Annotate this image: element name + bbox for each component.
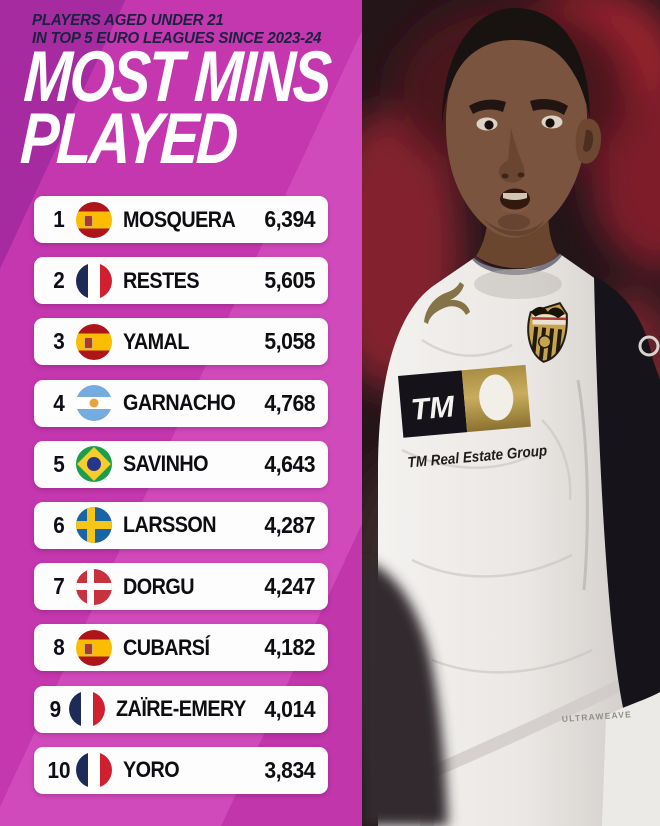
france-flag-icon [68, 691, 105, 727]
brazil-flag-icon [76, 446, 112, 483]
minutes-value: 4,287 [264, 511, 315, 538]
player-name: SAVINHO [123, 451, 209, 477]
ranking-row-7: 7 DORGU 4,247 [34, 563, 328, 611]
ranking-row-2: 2 RESTES 5,605 [34, 257, 328, 305]
sponsor-logo: TM TM Real Estate Group [398, 364, 548, 471]
player-name: YORO [123, 757, 180, 783]
ranking-row-10: 10 YORO 3,834 [34, 746, 328, 794]
subtitle-line1: PLAYERS AGED UNDER 21 [32, 12, 224, 29]
jersey: TM TM Real Estate Group ULTRAWEAVE [362, 252, 660, 826]
club-crest-icon [527, 301, 568, 363]
rank-number: 4 [53, 389, 65, 416]
player-name: MOSQUERA [123, 206, 236, 232]
rank-number: 7 [53, 573, 65, 600]
minutes-value: 4,247 [264, 573, 315, 600]
player-name: ZAÏRE-EMERY [115, 696, 246, 721]
rank-number: 10 [47, 756, 71, 783]
rank-number: 3 [53, 328, 65, 355]
rank-number: 8 [53, 634, 65, 661]
subtitle: PLAYERS AGED UNDER 21 IN TOP 5 EURO LEAG… [32, 12, 322, 47]
minutes-value: 4,768 [264, 389, 315, 416]
rank-number: 5 [53, 450, 65, 477]
france-flag-icon [76, 262, 112, 299]
sponsor-tm-text: TM [410, 390, 457, 427]
minutes-value: 4,643 [264, 450, 315, 477]
rank-number: 2 [53, 267, 65, 294]
puma-logo-icon [424, 282, 470, 324]
minutes-value: 4,182 [264, 634, 315, 661]
rank-number: 6 [53, 511, 65, 538]
ranking-row-8: 8 CUBARSÍ 4,182 [34, 624, 328, 672]
denmark-flag-icon [76, 568, 112, 605]
sleeve-logo-icon [638, 335, 660, 357]
player-figure [442, 8, 602, 269]
spain-flag-icon [76, 201, 112, 238]
ranking-row-4: 4 GARNACHO 4,768 [34, 379, 328, 427]
ranking-row-5: 5 SAVINHO 4,643 [34, 440, 328, 488]
minutes-value: 5,605 [264, 267, 315, 294]
ranking-row-3: 3 YAMAL 5,058 [34, 318, 328, 366]
ranking-row-9: 9 ZAÏRE-EMERY 4,014 [34, 685, 328, 733]
france-flag-icon [76, 752, 112, 789]
spain-flag-icon [76, 629, 112, 666]
player-name: YAMAL [123, 328, 189, 354]
page-title: MOST MINS PLAYED [18, 37, 332, 179]
ranking-row-6: 6 LARSSON 4,287 [34, 501, 328, 549]
spain-flag-icon [76, 323, 112, 360]
player-name: RESTES [123, 267, 200, 293]
sweden-flag-icon [76, 507, 112, 544]
rank-number: 9 [49, 695, 62, 722]
subtitle-line2: IN TOP 5 EURO LEAGUES SINCE 2023-24 [32, 29, 322, 47]
player-photo: TM TM Real Estate Group ULTRAWEAVE [362, 0, 660, 826]
fabric-text: ULTRAWEAVE [561, 709, 632, 724]
argentina-flag-icon [76, 385, 112, 422]
minutes-value: 6,394 [264, 206, 315, 232]
minutes-value: 3,834 [264, 756, 315, 783]
ranking-list: 1 MOSQUERA 6,394 2 RESTES 5,605 3 YAMAL … [34, 196, 328, 794]
player-name: GARNACHO [123, 390, 236, 416]
player-name: CUBARSÍ [123, 634, 210, 660]
minutes-value: 4,014 [264, 695, 315, 722]
player-name: DORGU [123, 573, 195, 599]
ranking-row-1: 1 MOSQUERA 6,394 [34, 196, 328, 243]
title-line2: PLAYED [18, 99, 238, 179]
player-name: LARSSON [123, 512, 217, 538]
rank-number: 1 [53, 206, 65, 232]
minutes-value: 5,058 [264, 328, 315, 355]
